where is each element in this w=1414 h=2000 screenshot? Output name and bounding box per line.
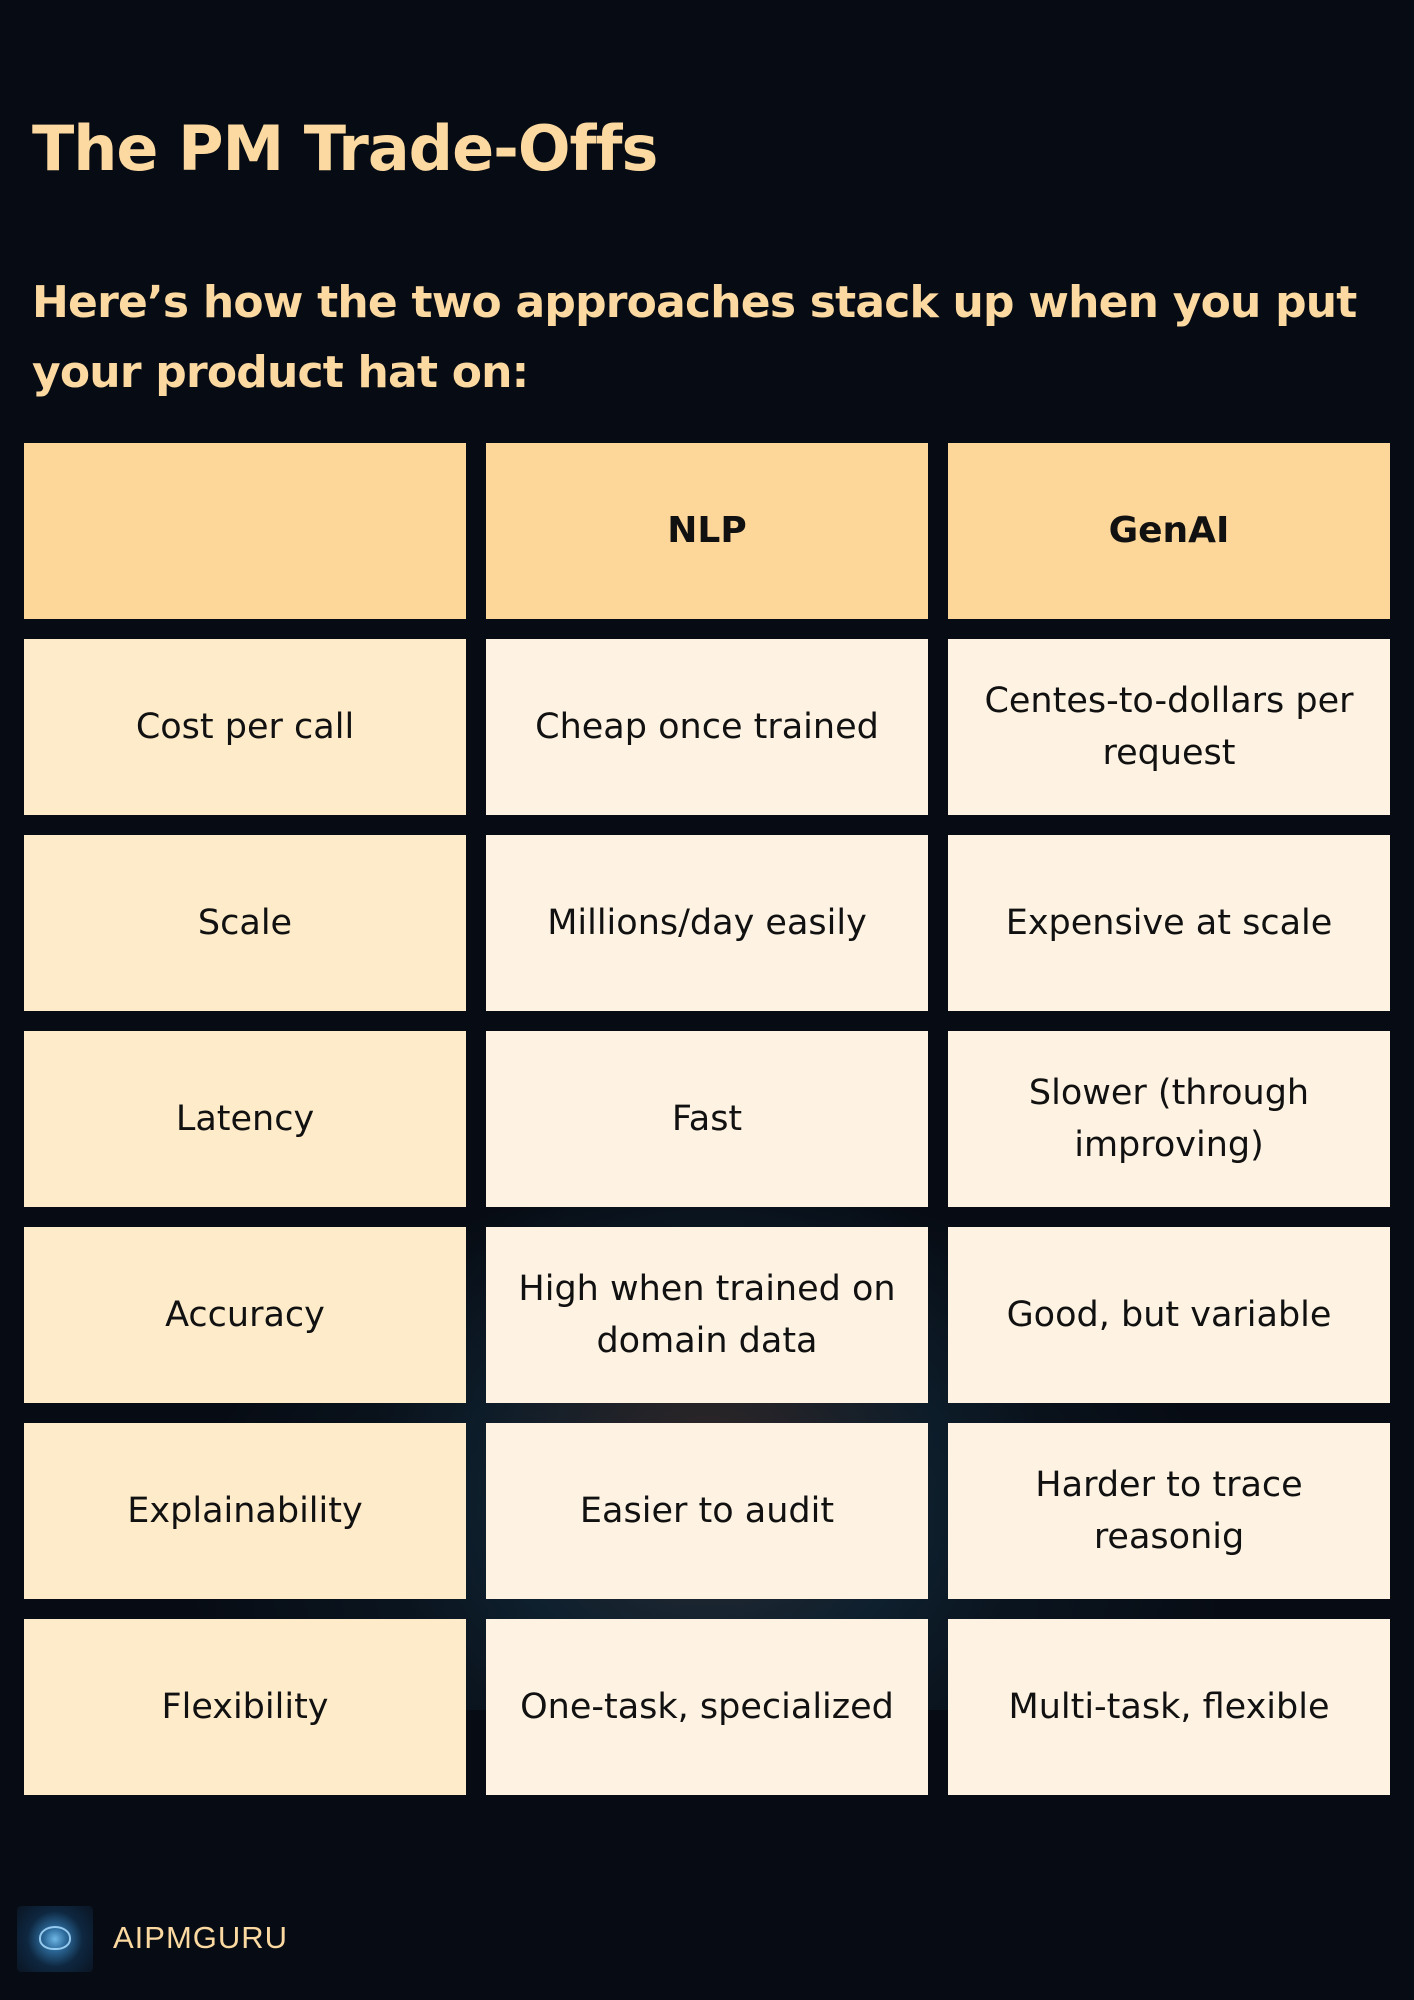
brand-name: AIPMGURU <box>113 1920 289 1955</box>
brain-logo-icon <box>17 1906 93 1972</box>
cell-nlp-scale: Millions/day easily <box>486 835 928 1011</box>
header-empty-cell <box>24 443 466 619</box>
cell-nlp-cost: Cheap once trained <box>486 639 928 815</box>
page-subtitle: Here’s how the two approaches stack up w… <box>32 277 1357 398</box>
cell-genai-latency: Slower (through improving) <box>948 1031 1390 1207</box>
cell-nlp-explainability: Easier to audit <box>486 1423 928 1599</box>
row-label-accuracy: Accuracy <box>24 1227 466 1403</box>
comparison-table: NLP GenAI Cost per call Cheap once train… <box>24 443 1390 1795</box>
cell-genai-explainability: Harder to trace reasonig <box>948 1423 1390 1599</box>
cell-genai-cost: Centes-to-dollars per request <box>948 639 1390 815</box>
header-genai: GenAI <box>948 443 1390 619</box>
page-title: The PM Trade-Offs <box>32 112 658 185</box>
header-nlp: NLP <box>486 443 928 619</box>
row-label-cost: Cost per call <box>24 639 466 815</box>
cell-nlp-latency: Fast <box>486 1031 928 1207</box>
cell-genai-flexibility: Multi-task, flexible <box>948 1619 1390 1795</box>
cell-genai-accuracy: Good, but variable <box>948 1227 1390 1403</box>
row-label-flexibility: Flexibility <box>24 1619 466 1795</box>
row-label-latency: Latency <box>24 1031 466 1207</box>
row-label-explainability: Explainability <box>24 1423 466 1599</box>
row-label-scale: Scale <box>24 835 466 1011</box>
brain-outline-icon <box>39 1926 71 1950</box>
cell-genai-scale: Expensive at scale <box>948 835 1390 1011</box>
cell-nlp-flexibility: One-task, specialized <box>486 1619 928 1795</box>
cell-nlp-accuracy: High when trained on domain data <box>486 1227 928 1403</box>
